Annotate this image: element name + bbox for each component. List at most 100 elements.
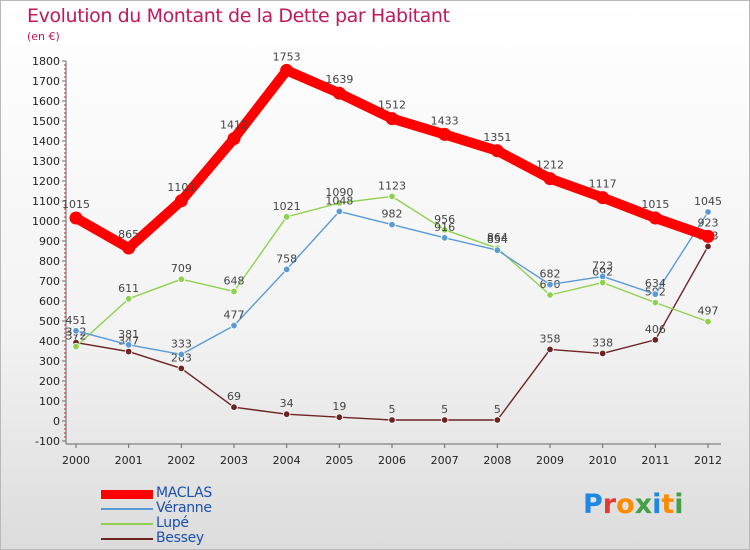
x-tick-label: 2003 xyxy=(220,454,248,467)
data-label: 1015 xyxy=(641,198,669,211)
data-point xyxy=(177,350,186,359)
data-label: 497 xyxy=(698,305,719,318)
legend-swatch xyxy=(101,508,153,510)
data-label: 648 xyxy=(224,274,245,287)
data-label: 1015 xyxy=(62,198,90,211)
data-label: 5 xyxy=(494,403,501,416)
y-tick-label: 0 xyxy=(53,415,60,428)
data-label: 1048 xyxy=(325,194,353,207)
data-point xyxy=(177,275,186,283)
data-point xyxy=(124,341,133,349)
y-tick-label: 1600 xyxy=(32,95,60,108)
data-point xyxy=(282,213,291,221)
data-point xyxy=(332,86,346,100)
data-point xyxy=(598,278,607,287)
data-label: 854 xyxy=(487,233,508,246)
y-tick-label: 1400 xyxy=(32,135,60,148)
data-label: 1123 xyxy=(378,179,406,192)
y-tick-label: 100 xyxy=(39,395,60,408)
data-label: 758 xyxy=(276,252,297,265)
data-label: 1021 xyxy=(273,200,301,213)
data-point xyxy=(227,132,241,146)
y-tick-label: 300 xyxy=(39,355,60,368)
data-label: 347 xyxy=(118,335,139,348)
x-tick-label: 2002 xyxy=(167,454,195,467)
data-label: 338 xyxy=(592,336,613,349)
data-point xyxy=(282,265,291,274)
data-label: 381 xyxy=(118,328,139,341)
data-label: 1101 xyxy=(167,181,195,194)
data-point xyxy=(704,317,712,326)
data-label: 865 xyxy=(118,228,139,241)
x-tick-label: 2008 xyxy=(483,454,511,467)
data-point xyxy=(651,336,660,344)
data-label: 611 xyxy=(118,282,139,295)
data-point xyxy=(546,345,554,354)
data-label: 1433 xyxy=(431,114,459,127)
data-point xyxy=(598,349,607,358)
y-tick-label: -100 xyxy=(35,435,60,448)
legend-swatch xyxy=(101,538,153,540)
data-point xyxy=(440,226,449,234)
data-point xyxy=(122,241,136,255)
y-tick-label: 600 xyxy=(39,295,60,308)
data-point xyxy=(651,290,660,298)
data-label: 1090 xyxy=(325,186,353,199)
data-point xyxy=(335,207,344,216)
data-point xyxy=(493,246,502,254)
legend-swatch xyxy=(101,489,153,499)
data-label: 634 xyxy=(645,277,666,290)
data-label: 864 xyxy=(487,231,508,244)
x-tick-label: 2011 xyxy=(641,454,669,467)
data-label: 1045 xyxy=(694,195,722,208)
data-point xyxy=(701,229,715,243)
data-point xyxy=(72,342,80,351)
data-point xyxy=(704,242,712,251)
data-point xyxy=(598,272,607,281)
logo-letter: x xyxy=(634,489,653,520)
legend-label: MACLAS xyxy=(156,485,212,501)
data-point xyxy=(230,321,238,330)
y-tick-label: 200 xyxy=(39,375,60,388)
data-label: 1117 xyxy=(589,178,617,191)
data-label: 5 xyxy=(441,403,448,416)
data-label: 406 xyxy=(645,323,666,336)
logo-letter: t xyxy=(661,489,675,520)
data-point xyxy=(230,403,238,411)
legend-label: Bessey xyxy=(156,530,204,546)
data-label: 923 xyxy=(698,216,719,229)
data-label: 682 xyxy=(540,268,561,281)
data-label: 477 xyxy=(224,309,245,322)
y-tick-label: 1100 xyxy=(32,195,60,208)
legend-label: Véranne xyxy=(156,500,212,516)
y-tick-label: 500 xyxy=(39,315,60,328)
y-tick-label: 1300 xyxy=(32,155,60,168)
data-point xyxy=(438,127,452,141)
logo-letter: i xyxy=(652,489,662,520)
data-point xyxy=(69,211,83,225)
chart-title: Evolution du Montant de la Dette par Hab… xyxy=(27,5,450,27)
x-tick-label: 2006 xyxy=(378,454,406,467)
x-tick-label: 2007 xyxy=(431,454,459,467)
data-point xyxy=(282,410,291,418)
data-label: 69 xyxy=(227,390,241,403)
data-point xyxy=(230,287,238,296)
data-label: 1512 xyxy=(378,99,406,112)
data-point xyxy=(388,192,396,201)
data-point xyxy=(546,280,554,289)
x-tick-label: 2005 xyxy=(325,454,353,467)
data-label: 451 xyxy=(66,314,87,327)
y-tick-label: 1800 xyxy=(32,55,60,68)
logo-letter: i xyxy=(674,489,684,520)
data-label: 982 xyxy=(382,208,403,221)
data-point xyxy=(704,208,712,216)
data-label: 34 xyxy=(280,397,294,410)
y-tick-label: 1000 xyxy=(32,215,60,228)
data-point xyxy=(72,327,80,335)
logo-letter: r xyxy=(602,489,617,520)
data-label: 358 xyxy=(540,332,561,345)
data-label: 709 xyxy=(171,262,192,275)
data-label: 1412 xyxy=(220,119,248,132)
y-tick-label: 1200 xyxy=(32,175,60,188)
